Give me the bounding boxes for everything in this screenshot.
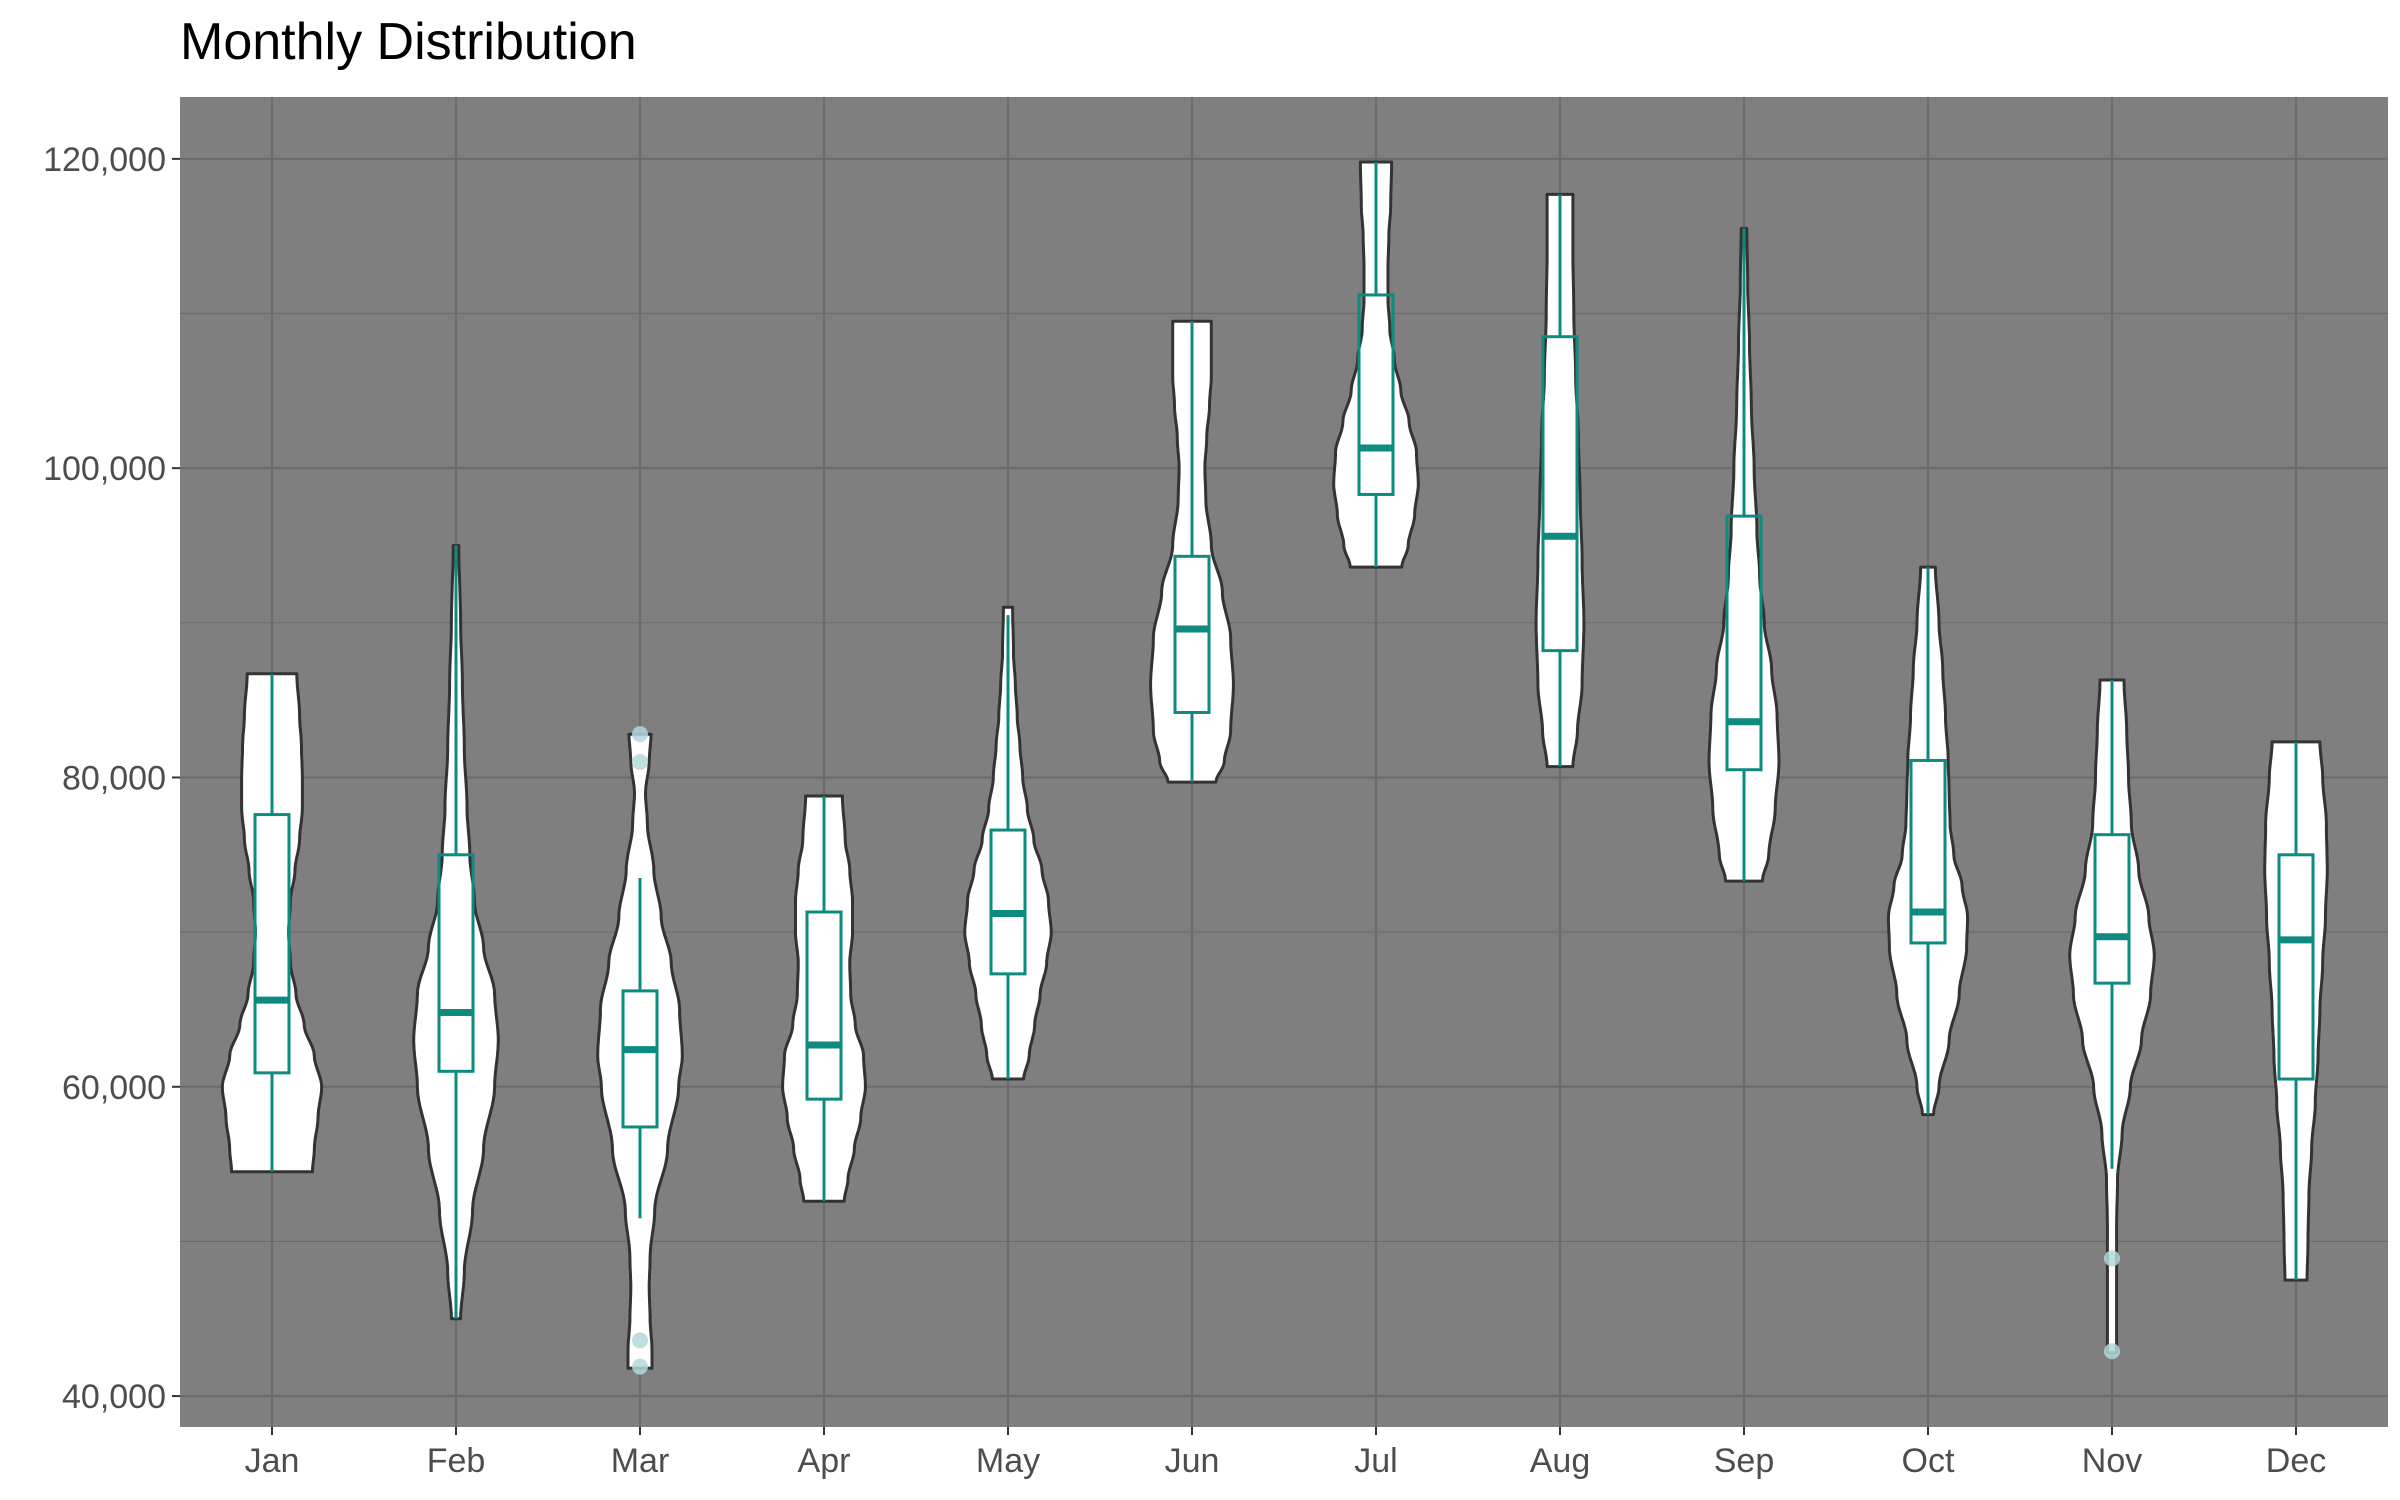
x-tick-label: Apr xyxy=(798,1442,851,1480)
violin-jul xyxy=(1332,160,1420,569)
violin-group-dec xyxy=(2263,740,2329,1282)
y-tick-label: 60,000 xyxy=(62,1069,166,1107)
outlier-point xyxy=(2104,1250,2120,1267)
violin-group-jan xyxy=(220,672,324,1174)
x-tick-label: Nov xyxy=(2082,1442,2142,1480)
outlier-point xyxy=(632,754,648,770)
box-iqr xyxy=(1357,293,1395,496)
x-tick-label: Sep xyxy=(1714,1442,1775,1480)
violin-group-apr xyxy=(781,794,867,1203)
y-axis: 40,000 60,000 80,000 100,000 120,000 xyxy=(43,141,180,1416)
x-axis: Jan Feb Mar Apr May Jun Jul Aug Sep Oct Nov Dec xyxy=(245,1427,2326,1480)
x-tick-label: Dec xyxy=(2266,1442,2326,1480)
outlier-point xyxy=(632,1358,648,1375)
x-tick-label: Jun xyxy=(1165,1442,1220,1480)
outlier-point xyxy=(632,726,648,743)
violin-group-nov xyxy=(2068,678,2156,1360)
x-tick-label: Jan xyxy=(245,1442,300,1480)
box-iqr xyxy=(437,853,475,1073)
violin-group-jun xyxy=(1149,319,1235,784)
violin-apr xyxy=(781,794,867,1203)
violin-group-mar xyxy=(596,726,684,1375)
outlier-point xyxy=(2104,1343,2120,1360)
box-iqr xyxy=(621,989,659,1129)
y-tick-label: 40,000 xyxy=(62,1378,166,1416)
box-iqr xyxy=(1173,554,1211,715)
violin-jan xyxy=(220,672,324,1174)
x-tick-label: Mar xyxy=(611,1442,670,1480)
x-tick-label: Feb xyxy=(427,1442,486,1480)
violin-feb xyxy=(412,544,500,1321)
box-iqr xyxy=(2277,853,2315,1081)
violin-group-aug xyxy=(1534,192,1586,769)
box-iqr xyxy=(989,828,1027,976)
x-tick-label: Aug xyxy=(1530,1442,1591,1480)
x-tick-label: Oct xyxy=(1902,1442,1955,1480)
outlier-point xyxy=(632,1332,648,1349)
violin-group-sep xyxy=(1707,227,1781,883)
violin-group-jul xyxy=(1332,160,1420,569)
y-tick-label: 80,000 xyxy=(62,759,166,797)
chart-title: Monthly Distribution xyxy=(180,13,637,71)
box-iqr xyxy=(253,813,291,1075)
x-tick-label: May xyxy=(976,1442,1040,1480)
violin-group-oct xyxy=(1886,565,1970,1117)
violin-group-feb xyxy=(412,544,500,1321)
box-iqr xyxy=(1725,514,1763,772)
y-tick-label: 100,000 xyxy=(43,450,166,488)
box-iqr xyxy=(805,910,843,1101)
violin-group-may xyxy=(963,605,1053,1081)
x-tick-label: Jul xyxy=(1354,1442,1397,1480)
violins xyxy=(220,160,2329,1375)
box-iqr xyxy=(1541,335,1579,653)
y-tick-label: 120,000 xyxy=(43,141,166,179)
plot-panel xyxy=(180,97,2388,1427)
violin-may xyxy=(963,605,1053,1081)
box-iqr xyxy=(2093,833,2131,985)
box-iqr xyxy=(1909,758,1947,945)
violin-oct xyxy=(1886,565,1970,1117)
